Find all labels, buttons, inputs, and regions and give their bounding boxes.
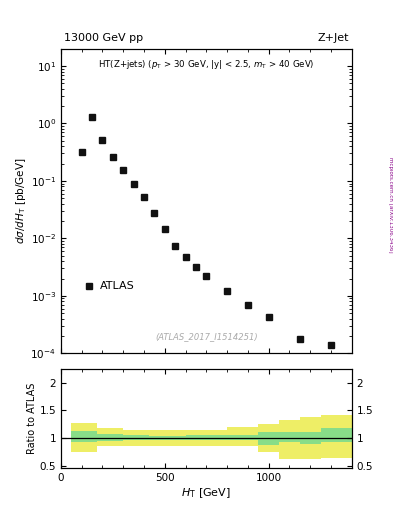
Text: 13000 GeV pp: 13000 GeV pp	[64, 33, 143, 42]
Text: Z+Jet: Z+Jet	[317, 33, 349, 42]
Text: (ATLAS_2017_I1514251): (ATLAS_2017_I1514251)	[155, 332, 258, 341]
Text: ATLAS: ATLAS	[100, 281, 135, 291]
Y-axis label: $d\sigma/dH_\mathrm{T}\ \mathrm{[pb/GeV]}$: $d\sigma/dH_\mathrm{T}\ \mathrm{[pb/GeV]…	[14, 158, 28, 244]
Text: mcplots.cern.ch [arXiv:1306.3436]: mcplots.cern.ch [arXiv:1306.3436]	[387, 157, 393, 252]
Text: HT(Z+jets) ($p_\mathrm{T}$ > 30 GeV, |y| < 2.5, $m_\mathrm{T}$ > 40 GeV): HT(Z+jets) ($p_\mathrm{T}$ > 30 GeV, |y|…	[98, 58, 315, 71]
Y-axis label: Ratio to ATLAS: Ratio to ATLAS	[27, 383, 37, 454]
X-axis label: $H_\mathrm{T}\ \mathrm{[GeV]}$: $H_\mathrm{T}\ \mathrm{[GeV]}$	[182, 486, 231, 500]
